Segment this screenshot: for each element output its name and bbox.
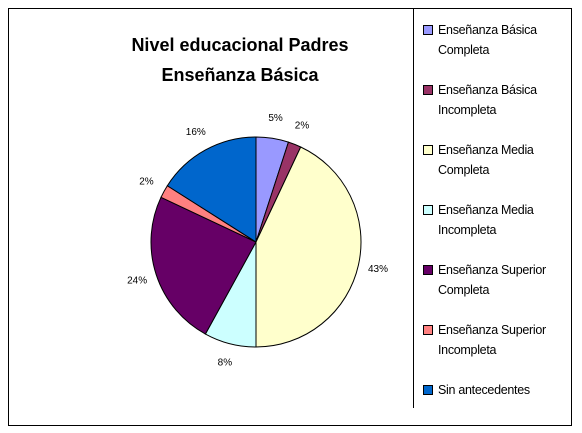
legend-label: Sin antecedentes [438,383,530,397]
legend-swatch [423,85,433,95]
legend-swatch [423,25,433,35]
legend-label: Enseñanza Superior Completa [438,263,546,297]
legend-swatch [423,385,433,395]
data-label: 5% [268,113,283,124]
legend-swatch [423,325,433,335]
legend-swatch [423,265,433,275]
data-label: 2% [295,120,310,131]
pie-slice [166,136,257,243]
legend-label: Enseñanza Media Completa [438,143,534,177]
data-label: 43% [368,264,388,275]
legend-swatch [423,145,433,155]
legend-swatch [423,205,433,215]
pie-slice [150,196,257,335]
legend-label: Enseñanza Media Incompleta [438,203,534,237]
legend-label: Enseñanza Superior Incompleta [438,323,546,357]
data-label: 2% [139,176,154,187]
legend-label: Enseñanza Básica Completa [438,23,537,57]
data-label: 16% [186,127,206,138]
pie-slice [255,146,362,348]
chart-title: Nivel educacional Padres Enseñanza Básic… [131,35,349,85]
legend-label: Enseñanza Básica Incompleta [438,83,537,117]
data-label: 8% [218,358,233,369]
data-label: 24% [127,275,147,286]
